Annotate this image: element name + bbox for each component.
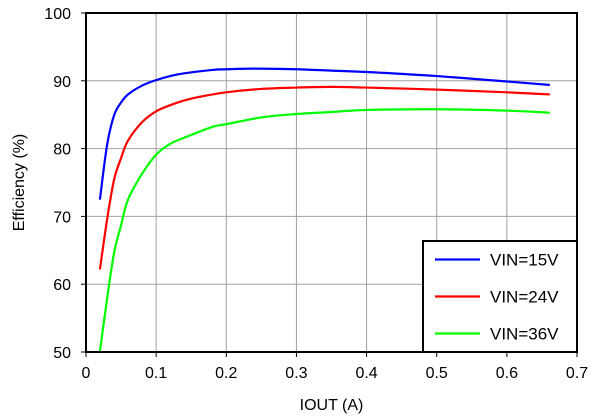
x-tick-label: 0.1 — [145, 365, 167, 382]
x-axis-ticks: 0 0.1 0.2 0.3 0.4 0.5 0.6 0.7 — [82, 352, 588, 382]
series-line-2 — [98, 85, 551, 270]
y-axis-label: Efficiency (%) — [11, 134, 28, 232]
y-tick-label: 50 — [53, 345, 71, 362]
x-tick-label: 0.7 — [566, 365, 588, 382]
x-tick-label: 0.6 — [496, 365, 518, 382]
y-tick-label: 70 — [53, 209, 71, 226]
y-tick-label: 100 — [44, 6, 71, 23]
legend: VIN=15V VIN=24V VIN=36V — [422, 240, 578, 353]
legend-label: VIN=24V — [490, 288, 559, 307]
x-tick-label: 0 — [82, 365, 91, 382]
series-line-3 — [98, 108, 551, 352]
x-axis-label: IOUT (A) — [300, 397, 364, 414]
y-tick-label: 90 — [53, 74, 71, 91]
x-tick-label: 0.5 — [426, 365, 448, 382]
legend-label: VIN=36V — [490, 325, 559, 344]
plot-frame — [85, 12, 578, 353]
y-tick-label: 60 — [53, 277, 71, 294]
series-line-1 — [98, 67, 551, 200]
y-axis-ticks: 50 60 70 80 90 100 — [44, 6, 86, 362]
legend-label: VIN=15V — [490, 251, 559, 270]
y-tick-label: 80 — [53, 142, 71, 159]
series-lines — [98, 67, 551, 352]
x-tick-label: 0.2 — [215, 365, 237, 382]
x-tick-label: 0.3 — [285, 365, 307, 382]
x-tick-label: 0.4 — [355, 365, 377, 382]
